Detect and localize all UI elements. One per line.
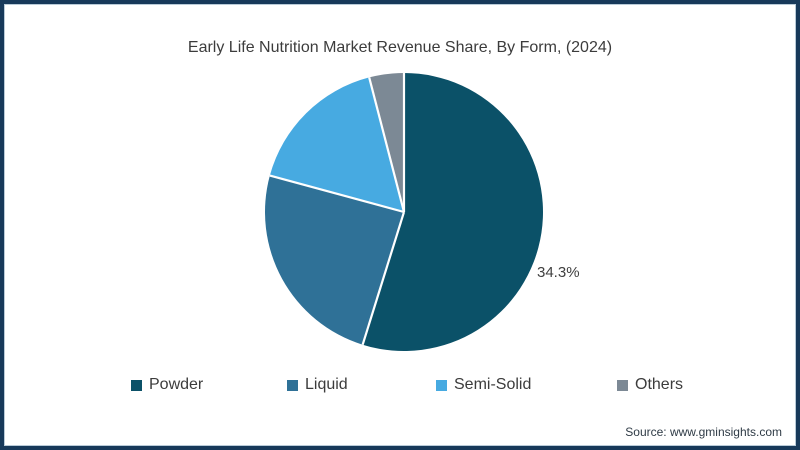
legend: Powder Liquid Semi-Solid Others xyxy=(4,375,796,395)
legend-label-powder: Powder xyxy=(149,376,204,393)
chart-title: Early Life Nutrition Market Revenue Shar… xyxy=(187,39,613,56)
slice-separator xyxy=(361,211,406,346)
legend-item-liquid: Liquid xyxy=(287,375,348,395)
legend-item-others: Others xyxy=(617,375,683,395)
legend-item-semi-solid: Semi-Solid xyxy=(436,375,531,395)
pie-slice-semi-solid xyxy=(269,77,404,212)
semi-solid-swatch-icon xyxy=(436,379,447,391)
slice-separator xyxy=(269,174,405,214)
source-attribution: Source: www.gminsights.com xyxy=(625,425,782,439)
liquid-swatch-icon xyxy=(287,379,298,391)
slice-separator xyxy=(368,77,406,213)
powder-swatch-icon xyxy=(131,379,142,391)
legend-label-semi-solid: Semi-Solid xyxy=(454,376,532,393)
legend-label-liquid: Liquid xyxy=(305,376,348,393)
legend-label-others: Others xyxy=(635,376,684,393)
others-swatch-icon xyxy=(617,379,628,391)
pie-slice-powder xyxy=(362,73,543,351)
powder-slice-data-label: 34.3% xyxy=(537,264,580,281)
pie-slice-liquid xyxy=(265,175,404,345)
legend-item-powder: Powder xyxy=(131,375,203,395)
pie-chart xyxy=(265,73,543,351)
